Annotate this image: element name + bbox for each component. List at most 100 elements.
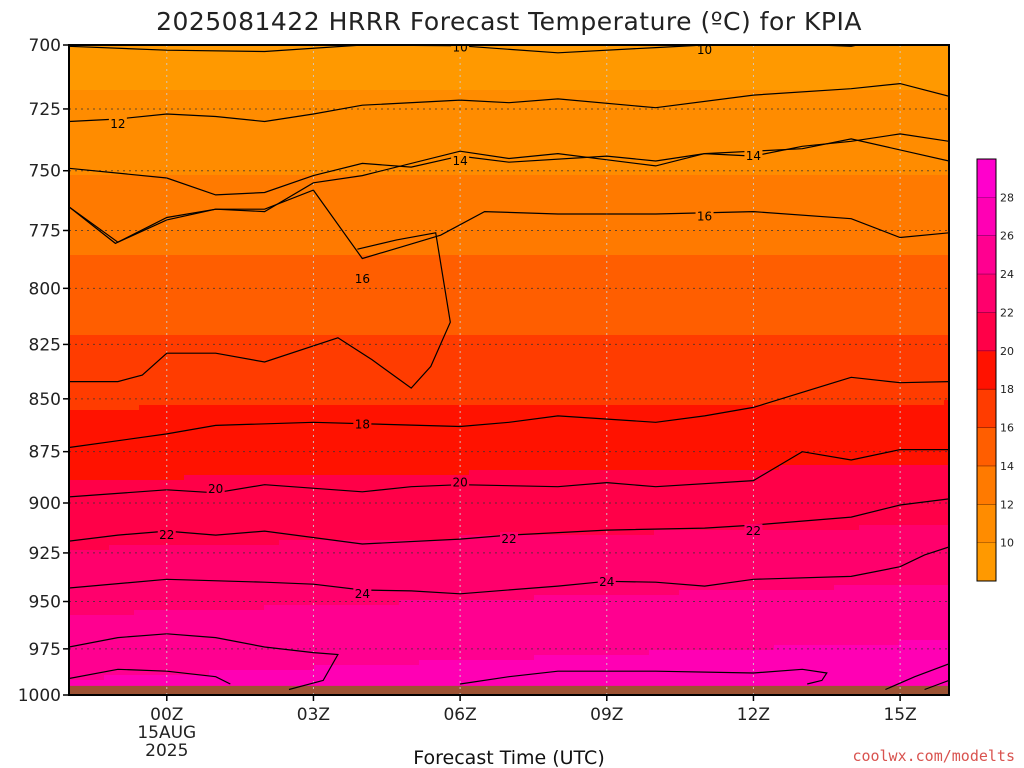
field-cell [184,120,190,126]
field-cell [249,140,255,146]
field-cell [694,175,700,181]
field-cell [914,55,920,61]
field-cell [274,140,280,146]
field-cell [794,60,800,66]
field-cell [789,140,795,146]
field-cell [394,115,400,121]
field-cell [654,85,660,91]
field-cell [734,105,740,111]
field-cell [689,65,695,71]
field-cell [429,105,435,111]
field-cell [124,50,130,56]
field-cell [489,90,495,96]
field-cell [839,70,845,76]
field-cell [129,60,135,66]
field-cell [579,135,585,141]
field-cell [729,85,735,91]
field-cell [564,135,570,141]
field-cell [434,105,440,111]
field-cell [619,105,625,111]
field-cell [929,105,935,111]
field-cell [789,110,795,116]
field-cell [449,115,455,121]
field-cell [279,120,285,126]
field-cell [649,175,655,181]
field-cell [244,80,250,86]
field-cell [889,90,895,96]
field-cell [824,50,830,56]
field-cell [484,180,490,186]
field-cell [504,150,510,156]
field-cell [879,105,885,111]
field-cell [869,110,875,116]
field-cell [364,115,370,121]
field-cell [544,135,550,141]
field-cell [234,100,240,106]
field-cell [934,165,940,171]
field-cell [464,105,470,111]
field-cell [384,130,390,136]
field-cell [114,95,120,101]
field-cell [174,135,180,141]
field-cell [439,115,445,121]
field-cell [799,55,805,61]
field-cell [204,85,210,91]
field-cell [179,65,185,71]
field-cell [399,90,405,96]
field-cell [579,110,585,116]
field-cell [209,80,215,86]
field-cell [789,70,795,76]
field-cell [524,65,530,71]
field-cell [619,55,625,61]
field-cell [284,95,290,101]
field-cell [774,65,780,71]
field-cell [594,160,600,166]
field-cell [159,180,165,186]
field-cell [544,125,550,131]
field-cell [804,105,810,111]
field-cell [259,105,265,111]
field-cell [849,120,855,126]
field-cell [294,95,300,101]
field-cell [654,100,660,106]
field-cell [879,180,885,186]
field-cell [329,100,335,106]
field-cell [804,85,810,91]
field-cell [289,145,295,151]
field-cell [354,180,360,186]
field-cell [829,175,835,181]
field-cell [819,125,825,131]
field-cell [349,115,355,121]
field-cell [124,65,130,71]
field-cell [719,135,725,141]
field-cell [684,95,690,101]
field-cell [284,105,290,111]
field-cell [289,105,295,111]
field-cell [139,150,145,156]
field-cell [139,130,145,136]
field-cell [804,155,810,161]
field-cell [684,90,690,96]
field-cell [304,75,310,81]
field-cell [319,150,325,156]
field-cell [889,55,895,61]
field-cell [294,80,300,86]
field-cell [124,150,130,156]
field-cell [694,145,700,151]
field-cell [639,175,645,181]
field-cell [779,165,785,171]
field-cell [574,115,580,121]
field-cell [754,135,760,141]
field-cell [934,150,940,156]
field-cell [334,100,340,106]
field-cell [229,185,235,191]
field-cell [594,95,600,101]
field-cell [719,50,725,56]
field-cell [159,60,165,66]
field-cell [489,110,495,116]
field-cell [189,120,195,126]
field-cell [794,85,800,91]
field-cell [264,185,270,191]
field-cell [474,120,480,126]
field-cell [369,180,375,186]
